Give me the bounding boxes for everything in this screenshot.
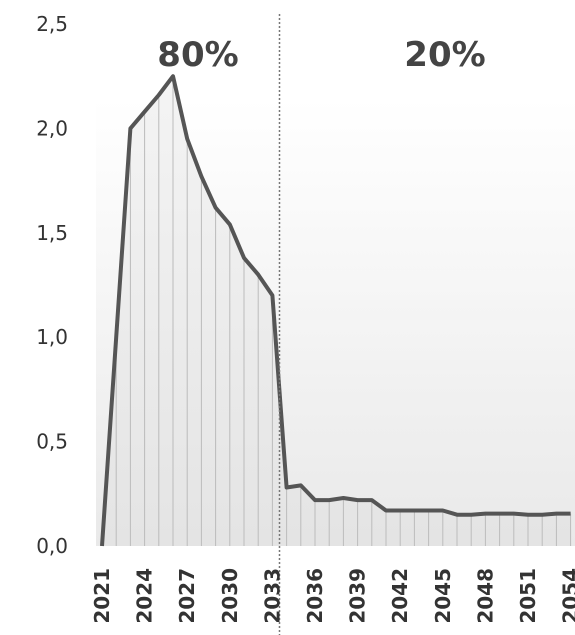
x-tick-label: 2027: [175, 568, 199, 624]
x-tick-label: 2039: [346, 568, 370, 624]
x-tick-label: 2033: [260, 568, 284, 624]
right-share-label: 20%: [404, 35, 485, 75]
y-tick-label: 2,0: [36, 116, 68, 140]
y-tick-label: 0,0: [36, 534, 68, 558]
x-tick-label: 2021: [90, 568, 114, 624]
drop-lines-front: [115, 76, 572, 546]
y-tick-label: 1,5: [36, 221, 68, 245]
left-share-label: 80%: [157, 35, 238, 75]
x-tick-label: 2042: [388, 568, 412, 624]
area-fill: [102, 76, 571, 546]
x-tick-label: 2048: [473, 568, 497, 624]
y-tick-label: 1,0: [36, 325, 68, 349]
x-axis-ticks: 2021 2024 2027 2030 2033 2036 2039 2042 2045 2048…: [90, 568, 575, 624]
y-tick-label: 0,5: [36, 430, 68, 454]
x-tick-label: 2030: [218, 568, 242, 624]
x-tick-label: 2045: [431, 568, 455, 624]
y-axis-ticks: 0,0 0,5 1,0 1,5 2,0 2,5: [36, 12, 68, 558]
y-tick-label: 2,5: [36, 12, 68, 36]
x-tick-label: 2024: [133, 568, 157, 624]
x-tick-label: 2036: [303, 568, 327, 624]
x-tick-label: 2054: [559, 568, 575, 624]
series-line: [100, 74, 571, 547]
x-tick-label: 2051: [516, 568, 540, 624]
